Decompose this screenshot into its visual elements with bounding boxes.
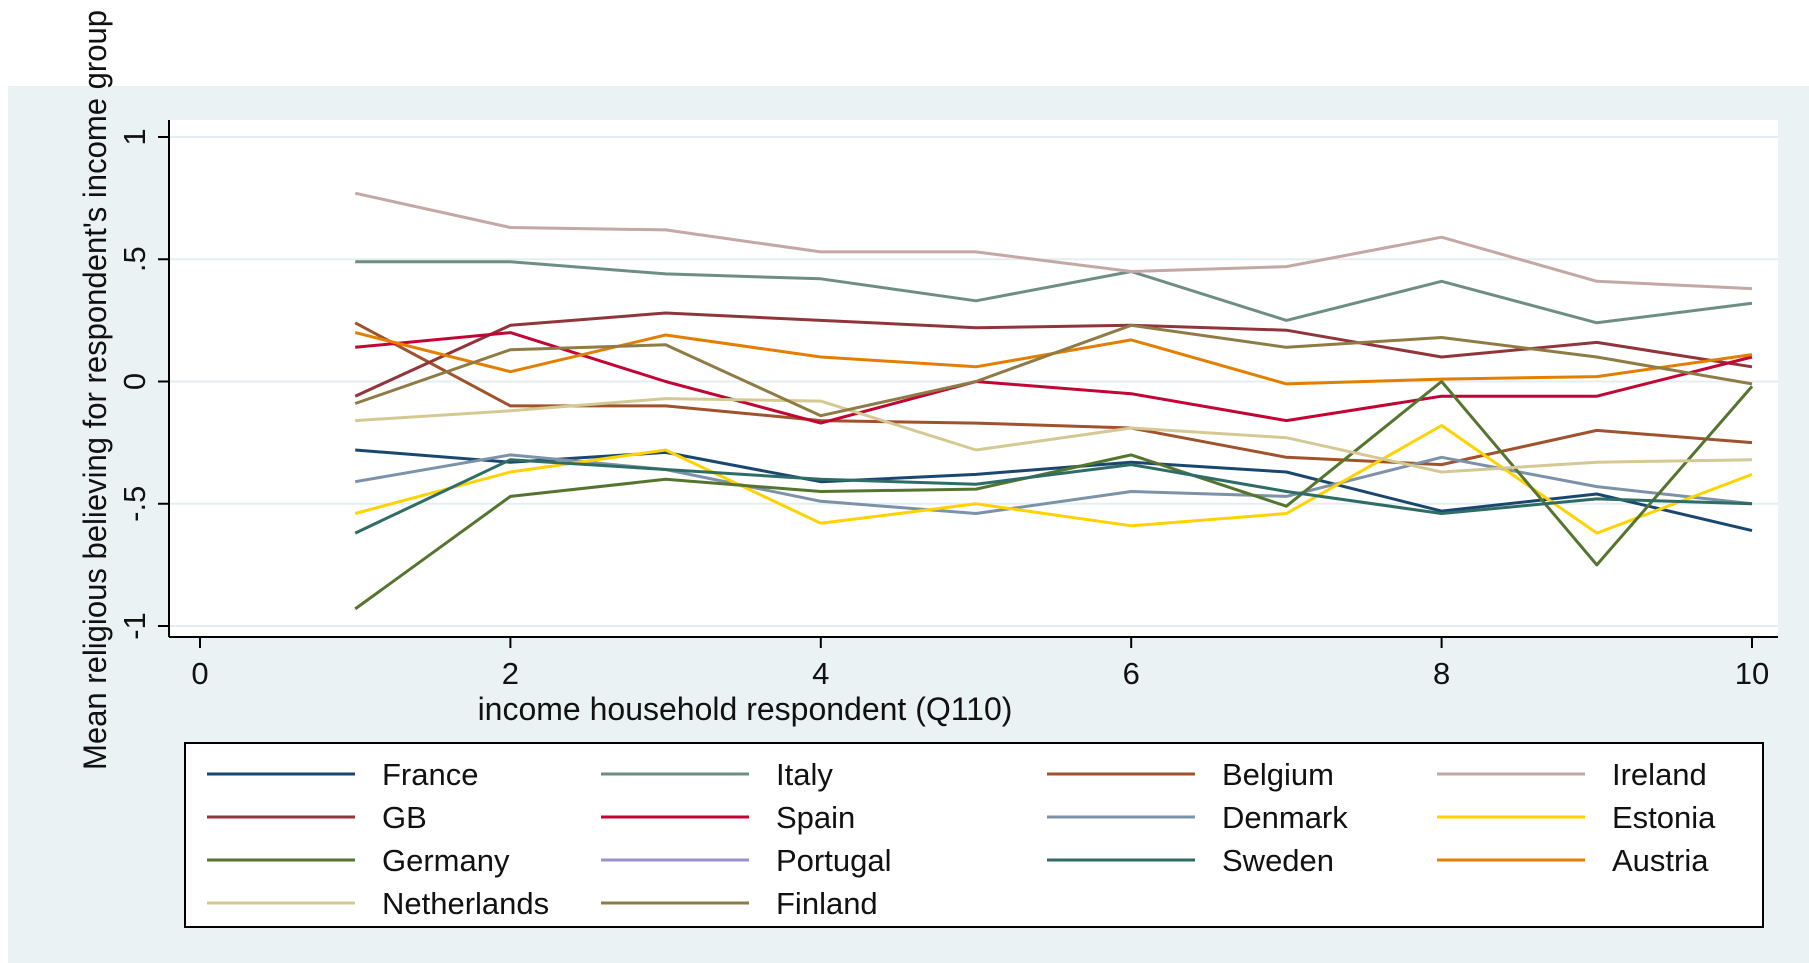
legend-label-finland: Finland — [776, 886, 878, 921]
series-lines — [354, 191, 1754, 611]
x-tick-label: 6 — [1123, 656, 1140, 691]
series-line-sweden — [354, 458, 1753, 535]
series-line-france — [355, 448, 1753, 533]
legend-label-denmark: Denmark — [1222, 800, 1348, 835]
series-line-gb — [354, 311, 1753, 398]
series-line-spain — [355, 331, 1753, 425]
legend-label-gb: GB — [382, 800, 427, 835]
series-line-italy — [355, 260, 1753, 325]
legend-label-germany: Germany — [382, 843, 510, 878]
legend-label-france: France — [382, 757, 478, 792]
legend-label-spain: Spain — [776, 800, 855, 835]
series-line-germany — [354, 380, 1754, 611]
legend-label-ireland: Ireland — [1612, 757, 1707, 792]
y-tick-label: 0 — [117, 373, 152, 390]
legend-label-austria: Austria — [1612, 843, 1709, 878]
x-tick-label: 8 — [1433, 656, 1450, 691]
x-axis-title: income household respondent (Q110) — [478, 691, 1013, 727]
legend-label-belgium: Belgium — [1222, 757, 1334, 792]
series-line-ireland — [354, 191, 1753, 291]
y-ticks: -1 -.5 0 .5 1 — [117, 128, 169, 640]
legend-label-italy: Italy — [776, 757, 833, 792]
x-tick-label: 2 — [502, 656, 519, 691]
y-tick-label: .5 — [117, 246, 152, 272]
series-line-finland — [354, 323, 1753, 418]
legend-label-sweden: Sweden — [1222, 843, 1334, 878]
series-line-estonia — [354, 424, 1753, 535]
x-tick-label: 0 — [191, 656, 208, 691]
legend-label-netherlands: Netherlands — [382, 886, 549, 921]
axes — [168, 120, 1778, 638]
legend: France Italy Belgium Ireland GB Spain Denmark E… — [207, 757, 1716, 921]
legend-label-estonia: Estonia — [1612, 800, 1716, 835]
series-line-netherlands — [355, 397, 1753, 474]
y-axis-title: Mean religious believing for respondent'… — [77, 10, 113, 770]
y-tick-label: -.5 — [117, 486, 152, 522]
x-tick-label: 4 — [812, 656, 829, 691]
y-tick-label: -1 — [117, 612, 152, 640]
legend-label-portugal: Portugal — [776, 843, 891, 878]
x-ticks: 0 2 4 6 8 10 — [191, 637, 1769, 691]
y-tick-label: 1 — [117, 128, 152, 145]
x-tick-label: 10 — [1735, 656, 1769, 691]
